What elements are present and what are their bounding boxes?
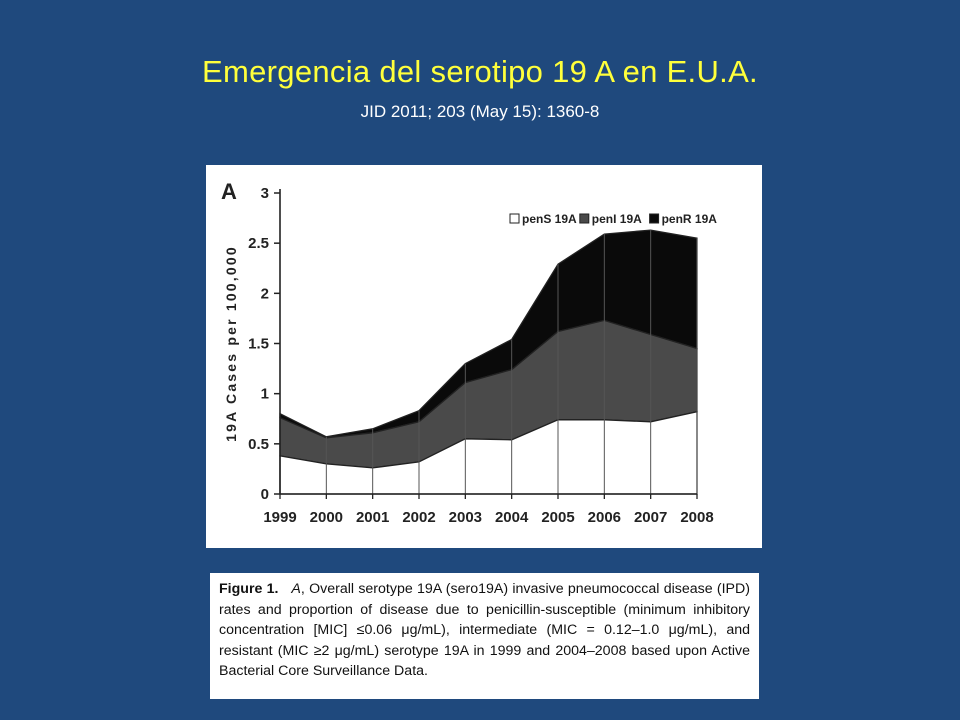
x-tick-label-2005: 2005 [541,509,574,526]
y-tick-label-1.5: 1.5 [248,336,269,353]
y-tick-label-0.5: 0.5 [248,436,269,453]
caption-panel-letter: A [291,581,301,597]
y-tick-label-2.5: 2.5 [248,235,269,252]
x-tick-label-2000: 2000 [310,509,343,526]
legend-label-pens-19a: penS 19A [522,212,577,226]
legend-label-peni-19a: penI 19A [592,212,642,226]
figure-caption: Figure 1. A, Overall serotype 19A (sero1… [210,573,759,699]
y-axis-label: 19A Cases per 100,000 [223,245,239,442]
chart-panel: 0 0.5 1 1.5 2 2.5 3 1999 2000 2001 2002 2003 2004 200… [206,165,762,548]
x-tick-label-2001: 2001 [356,509,389,526]
y-tick-label-3: 3 [261,185,269,202]
slide-title: Emergencia del serotipo 19 A en E.U.A. [202,54,758,89]
caption-body: , Overall serotype 19A (sero19A) invasiv… [219,581,750,679]
legend-swatch-penr-19a [649,213,660,224]
slide-subtitle: JID 2011; 203 (May 15): 1360-8 [360,102,600,121]
x-tick-label-2002: 2002 [402,509,435,526]
y-tick-label-2: 2 [261,285,269,302]
caption-figure-label: Figure 1. [219,581,279,597]
panel-letter: A [221,179,237,204]
x-tick-label-2008: 2008 [680,509,713,526]
x-tick-label-2004: 2004 [495,509,529,526]
y-tick-label-1: 1 [261,386,269,403]
legend-label-penr-19a: penR 19A [662,212,718,226]
x-tick-label-2003: 2003 [449,509,482,526]
legend-swatch-peni-19a [579,213,590,224]
x-tick-label-1999: 1999 [263,509,296,526]
x-tick-label-2006: 2006 [588,509,621,526]
stacked-area-chart: 0 0.5 1 1.5 2 2.5 3 1999 2000 2001 2002 2003 2004 200… [221,179,718,526]
legend-swatch-pens-19a [509,213,520,224]
x-tick-label-2007: 2007 [634,509,667,526]
y-tick-label-0: 0 [261,486,269,503]
